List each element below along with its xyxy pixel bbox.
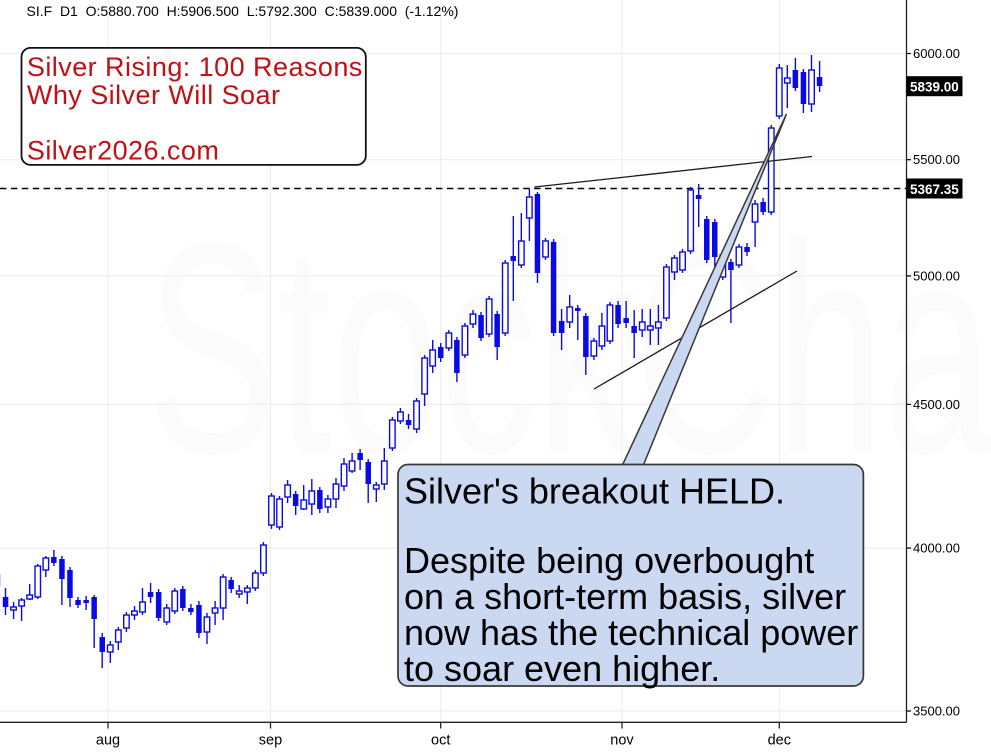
svg-text:sep: sep [259,733,282,749]
svg-text:4000.00: 4000.00 [913,541,960,556]
svg-text:dec: dec [768,733,791,749]
svg-text:now has the technical power: now has the technical power [404,612,858,653]
svg-text:5367.35: 5367.35 [910,182,959,197]
svg-text:oct: oct [431,733,450,749]
svg-text:3500.00: 3500.00 [913,704,960,719]
svg-text:6000.00: 6000.00 [913,46,960,61]
svg-text:on a short-term basis, silver: on a short-term basis, silver [404,576,846,617]
svg-text:to soar even higher.: to soar even higher. [404,648,720,689]
svg-text:SI.F D1 O:5880.700 H:5906.5: SI.F D1 O:5880.700 H:5906.500 L:5792.300… [27,3,459,19]
svg-text:Why Silver Will Soar: Why Silver Will Soar [27,80,281,110]
svg-text:nov: nov [610,733,634,749]
svg-text:StockCharts: StockCharts [147,180,991,516]
svg-text:Silver2026.com: Silver2026.com [27,136,219,166]
svg-text:Despite being overbought: Despite being overbought [404,540,814,581]
svg-text:Silver Rising: 100 Reasons: Silver Rising: 100 Reasons [27,52,363,82]
svg-text:5500.00: 5500.00 [913,152,960,167]
svg-text:Silver's breakout HELD.: Silver's breakout HELD. [404,471,785,512]
svg-text:aug: aug [96,733,120,749]
svg-text:5839.00: 5839.00 [910,80,959,95]
svg-text:4500.00: 4500.00 [913,397,960,412]
svg-text:5000.00: 5000.00 [913,268,960,283]
